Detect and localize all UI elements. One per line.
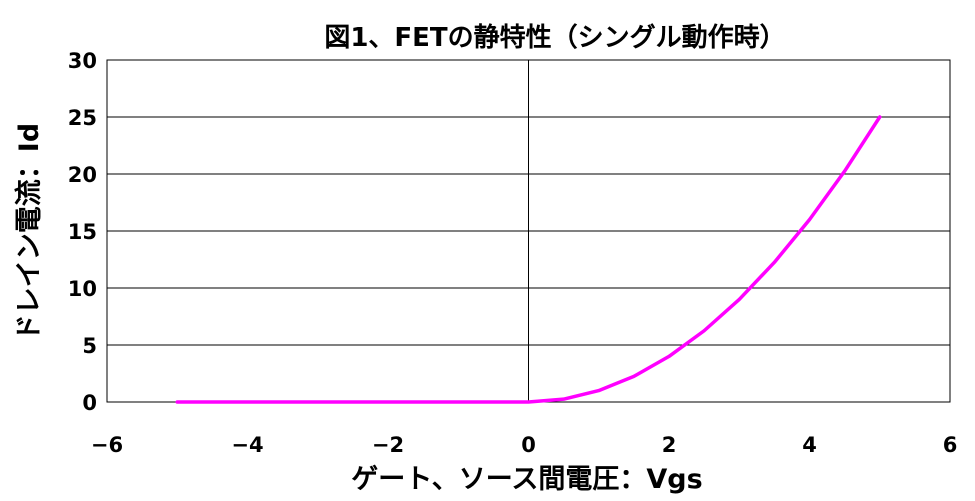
x-tick-label--6: −6 <box>91 433 123 457</box>
series-group <box>175 115 882 404</box>
x-tick-label-6: 6 <box>943 433 958 457</box>
y-tick-label-20: 20 <box>68 163 97 187</box>
x-tick-label-2: 2 <box>662 433 677 457</box>
y-tick-label-30: 30 <box>68 49 97 73</box>
y-tick-labels: 0 5 10 15 20 25 30 <box>68 49 97 415</box>
y-tick-label-10: 10 <box>68 277 97 301</box>
chart-title: 図1、FETの静特性（シングル動作時） <box>324 22 785 53</box>
x-tick-labels: −6 −4 −2 0 2 4 6 <box>91 433 957 457</box>
y-tick-label-0: 0 <box>82 391 97 415</box>
y-tick-label-5: 5 <box>82 334 97 358</box>
y-tick-label-15: 15 <box>68 220 97 244</box>
x-tick-label-4: 4 <box>802 433 817 457</box>
series-line-0 <box>175 115 882 404</box>
y-tick-label-25: 25 <box>68 106 97 130</box>
x-tick-label-0: 0 <box>521 433 536 457</box>
y-axis-label: ドレイン電流：Id <box>14 123 45 341</box>
x-tick-label--2: −2 <box>372 433 404 457</box>
x-axis-label: ゲート、ソース間電圧：Vgs <box>351 464 702 495</box>
x-tick-label--4: −4 <box>231 433 263 457</box>
